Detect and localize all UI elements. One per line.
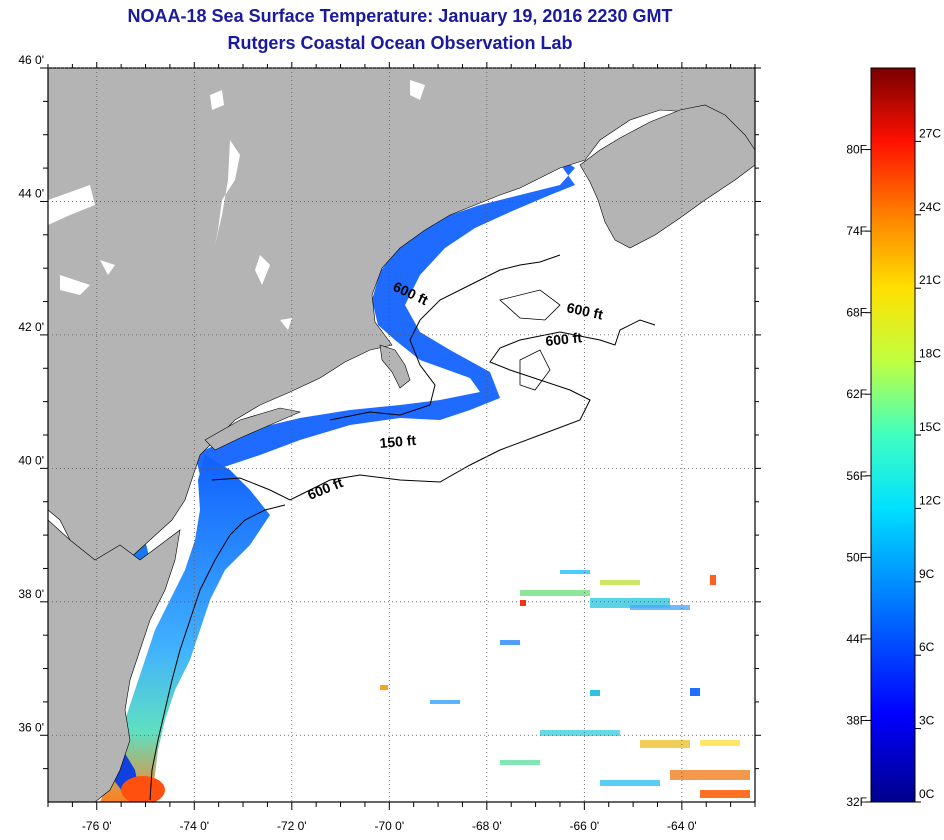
lon-tick-label: -64 0': [667, 819, 697, 833]
map-axes: -76 0' -74 0' -72 0' -70 0' -68 0' -66 0' -64 …: [18, 53, 761, 833]
temperature-colorbar: 27C 24C 21C 18C 15C 12C 9C 6C 3C 0C 80F 74F 68F 62F 56…: [846, 67, 941, 809]
colorbar-celsius-label: 24C: [919, 200, 941, 214]
land-nova-scotia: [579, 104, 755, 249]
contour-line-outer: [211, 319, 656, 501]
colorbar-celsius-label: 9C: [919, 567, 935, 581]
lat-tick-label: 36 0': [18, 720, 44, 734]
colorbar-celsius-label: 6C: [919, 640, 935, 654]
colorbar-fahrenheit-label: 44F: [846, 632, 867, 646]
colorbar-celsius-label: 15C: [919, 420, 941, 434]
land-cape-cod: [379, 344, 411, 389]
lat-tick-label: 46 0': [18, 53, 44, 67]
lon-tick-label: -74 0': [179, 819, 209, 833]
contour-label-150ft: 150 ft: [379, 432, 417, 451]
colorbar-fahrenheit-label: 74F: [846, 224, 867, 238]
lon-tick-label: -76 0': [82, 819, 112, 833]
lat-tick-label: 42 0': [18, 320, 44, 334]
contour-line-inner: [329, 254, 561, 421]
contour-label-600ft-3: 600 ft: [545, 329, 583, 349]
sst-gulf-of-maine: [195, 150, 575, 475]
sst-warm-patch: [121, 776, 165, 802]
lon-tick-label: -72 0': [277, 819, 307, 833]
colorbar-celsius-label: 0C: [919, 787, 935, 801]
colorbar-fahrenheit-label: 68F: [846, 306, 867, 320]
colorbar-fahrenheit-label: 56F: [846, 469, 867, 483]
colorbar-celsius-label: 18C: [919, 347, 941, 361]
lon-tick-label: -70 0': [374, 819, 404, 833]
lon-tick-label: -66 0': [570, 819, 600, 833]
lat-tick-label: 38 0': [18, 587, 44, 601]
map-title: NOAA-18 Sea Surface Temperature: January…: [127, 6, 673, 26]
contour-line-shelf: [149, 504, 286, 801]
land-north: [48, 68, 755, 571]
sst-shelf-band: [100, 455, 270, 802]
map-subtitle: Rutgers Coastal Ocean Observation Lab: [227, 33, 573, 53]
colorbar-fahrenheit-label: 38F: [846, 713, 867, 727]
lon-tick-label: -68 0': [472, 819, 502, 833]
colorbar-celsius-label: 21C: [919, 273, 941, 287]
lat-tick-label: 44 0': [18, 186, 44, 200]
colorbar-celsius-label: 27C: [919, 126, 941, 140]
colorbar-fahrenheit-label: 80F: [846, 143, 867, 157]
contour-line-banks: [499, 289, 561, 391]
contour-label-600ft-2: 600 ft: [565, 299, 604, 322]
land-delmarva: [48, 519, 181, 802]
lat-tick-label: 40 0': [18, 453, 44, 467]
colorbar-celsius-label: 3C: [919, 714, 935, 728]
land-long-island: [204, 407, 301, 451]
colorbar-fahrenheit-label: 32F: [846, 795, 867, 809]
colorbar-fahrenheit-label: 62F: [846, 387, 867, 401]
colorbar-fahrenheit-label: 50F: [846, 550, 867, 564]
sst-offshore-specks: [380, 570, 750, 798]
colorbar-celsius-label: 12C: [919, 493, 941, 507]
